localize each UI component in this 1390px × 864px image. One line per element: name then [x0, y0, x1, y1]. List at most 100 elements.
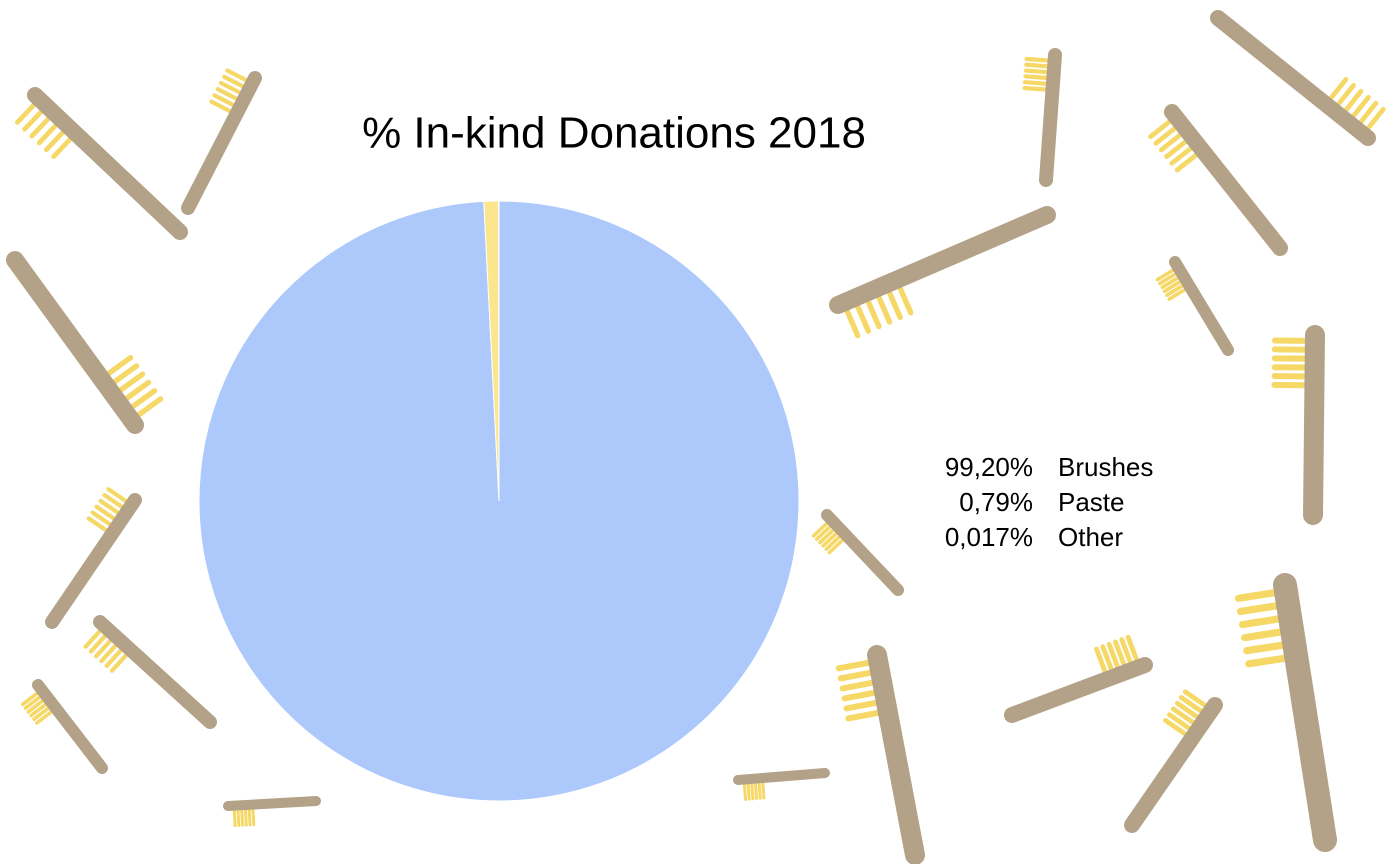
bristle [821, 530, 839, 548]
bristle [1178, 695, 1205, 715]
toothbrush [223, 796, 321, 828]
bristle [886, 288, 903, 321]
handle [181, 71, 262, 215]
bristle [1364, 106, 1386, 132]
bristle [1236, 601, 1283, 616]
toothbrush [811, 509, 904, 596]
bristle [209, 99, 234, 114]
bristle [236, 807, 241, 827]
bristle [1241, 628, 1287, 642]
bristle [1125, 634, 1140, 664]
legend-value: 99,20% [945, 452, 1033, 482]
bristle [746, 781, 751, 801]
toothbrush [1004, 634, 1153, 723]
bristle [1342, 88, 1364, 114]
bristle [1022, 80, 1050, 86]
handle [821, 509, 904, 596]
chart-title: % In-kind Donations 2018 [362, 109, 866, 158]
bristle [94, 504, 118, 522]
bristle [1327, 77, 1349, 102]
bristle [761, 780, 766, 800]
bristle [1167, 287, 1188, 301]
bristle [122, 379, 152, 403]
toothbrush [45, 487, 142, 629]
toothbrush [1155, 256, 1234, 356]
bristle [116, 371, 146, 394]
bristle [811, 520, 830, 538]
handle [6, 251, 144, 434]
toothbrush [6, 251, 164, 434]
handle [1164, 104, 1288, 256]
legend: 99,20% Brushes 0,79% Paste 0,017% Other [945, 452, 1154, 552]
bristle [1155, 267, 1176, 282]
toothbrush [1124, 689, 1223, 833]
bristle [827, 537, 846, 555]
bristle [243, 807, 248, 827]
bristle [839, 679, 878, 692]
toothbrush [1234, 573, 1337, 852]
legend-label: Other [1058, 522, 1123, 552]
bristle [88, 632, 109, 654]
bristle [104, 354, 134, 378]
bristle [1024, 62, 1051, 69]
legend-label: Paste [1058, 487, 1125, 517]
bristle [247, 807, 252, 827]
bristle [1094, 646, 1108, 676]
bristle [23, 694, 43, 710]
bristle [1160, 275, 1181, 290]
toothbrush [83, 615, 217, 729]
toothbrush [1210, 10, 1386, 146]
bristle [1162, 279, 1183, 294]
bristle [1023, 74, 1050, 81]
bristle [1335, 82, 1356, 108]
handle [1303, 325, 1325, 525]
bristle [35, 709, 54, 725]
toothbrush [1148, 104, 1288, 256]
toothbrush [1271, 325, 1325, 525]
bristle [109, 652, 130, 673]
bristle [222, 74, 247, 90]
handle [223, 796, 321, 811]
bristle [86, 516, 110, 534]
handle [829, 206, 1056, 314]
bristle [20, 690, 40, 707]
bristle [29, 115, 52, 139]
bristle [835, 659, 874, 672]
handle [27, 87, 188, 240]
bristle [1158, 131, 1184, 153]
bristle [1022, 85, 1049, 92]
pie [198, 200, 800, 802]
toothbrush [14, 87, 188, 240]
bristle [864, 297, 882, 330]
handle [45, 493, 142, 629]
bristle [843, 699, 881, 712]
bristle [29, 701, 49, 718]
bristle [1165, 283, 1186, 297]
bristle [128, 388, 158, 411]
handle [1273, 573, 1337, 852]
bristle [824, 534, 843, 551]
bristle [251, 807, 256, 827]
toothbrush [181, 68, 262, 215]
handle [1124, 697, 1223, 833]
handle [1039, 48, 1062, 187]
bristle [1174, 151, 1200, 173]
bristle [102, 492, 126, 510]
bristle [232, 808, 237, 828]
bristle [896, 283, 914, 316]
bristle [1239, 615, 1285, 629]
handle [93, 615, 217, 729]
toothbrush [733, 768, 830, 801]
bristle [818, 527, 836, 545]
bristle [742, 782, 748, 801]
toothbrush [20, 679, 108, 774]
toothbrush [829, 206, 1056, 339]
bristle [1113, 639, 1127, 669]
bristle [757, 780, 762, 800]
bristle [212, 93, 237, 108]
decoration [6, 10, 1386, 864]
bristle [1243, 641, 1289, 655]
bristle [1153, 124, 1179, 146]
bristle [815, 524, 833, 541]
